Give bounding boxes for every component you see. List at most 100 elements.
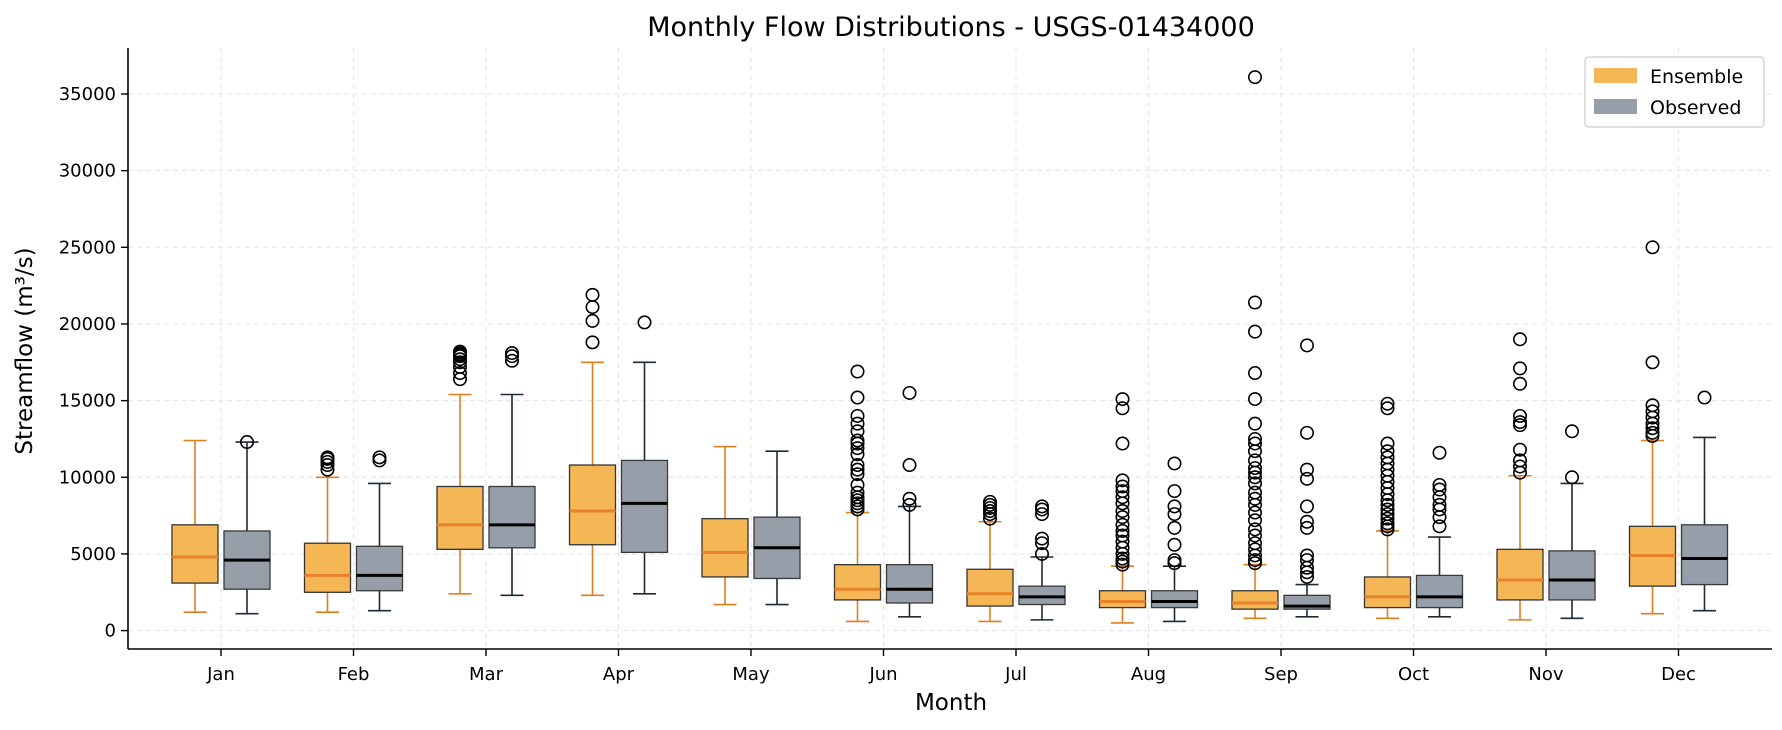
outlier-point bbox=[850, 458, 865, 473]
outlier-point bbox=[1565, 470, 1580, 485]
axes bbox=[127, 48, 1772, 650]
outlier-point bbox=[1300, 499, 1315, 514]
outlier-point bbox=[1248, 295, 1263, 310]
y-tick-label: 10000 bbox=[59, 467, 116, 488]
outlier-point bbox=[982, 511, 997, 526]
box-ensemble-may bbox=[701, 445, 749, 606]
box-body bbox=[1548, 550, 1596, 601]
box-observed-dec bbox=[1680, 390, 1729, 612]
outlier-point bbox=[1248, 324, 1263, 339]
box-observed-aug bbox=[1150, 456, 1199, 623]
legend-label-ensemble: Ensemble bbox=[1650, 66, 1743, 88]
outlier-point bbox=[1035, 536, 1050, 551]
x-tick-label: Apr bbox=[603, 664, 635, 685]
outlier-point bbox=[850, 441, 865, 456]
outlier-point bbox=[1300, 548, 1315, 563]
outlier-point bbox=[1035, 499, 1050, 514]
outlier-point bbox=[1380, 516, 1395, 531]
chart-title: Monthly Flow Distributions - USGS-014340… bbox=[647, 12, 1255, 43]
outlier-point bbox=[372, 450, 387, 465]
outlier-point bbox=[1115, 510, 1130, 525]
y-tick-label: 30000 bbox=[59, 161, 116, 182]
outlier-point bbox=[1645, 240, 1660, 255]
outlier-point bbox=[1380, 450, 1395, 465]
outlier-point bbox=[1167, 537, 1182, 552]
outlier-point bbox=[1380, 436, 1395, 451]
box-body bbox=[833, 564, 882, 601]
box-observed-jan bbox=[223, 435, 271, 615]
x-tick-label: Aug bbox=[1131, 664, 1166, 685]
outlier-point bbox=[585, 287, 600, 302]
outlier-point bbox=[1035, 531, 1050, 546]
outlier-point bbox=[1300, 471, 1315, 486]
y-tick-label: 5000 bbox=[70, 544, 116, 565]
outlier-point bbox=[1645, 404, 1660, 419]
outlier-point bbox=[1380, 401, 1395, 416]
outlier-point bbox=[504, 353, 519, 368]
y-tick-label: 15000 bbox=[59, 391, 116, 412]
box-plots bbox=[171, 70, 1729, 624]
outlier-point bbox=[320, 450, 335, 465]
legend: Ensemble Observed bbox=[1584, 56, 1765, 128]
outlier-point bbox=[1115, 436, 1130, 451]
box-body bbox=[620, 459, 669, 554]
x-tick-label: Jul bbox=[1004, 664, 1027, 685]
outlier-point bbox=[1167, 484, 1182, 499]
outlier-point bbox=[1167, 456, 1182, 471]
outlier-point bbox=[637, 315, 652, 330]
outlier-point bbox=[504, 346, 519, 361]
outlier-point bbox=[1115, 401, 1130, 416]
outlier-point bbox=[1300, 462, 1315, 477]
box-body bbox=[1150, 590, 1199, 609]
x-ticks: Jan Feb Mar Apr May Jun Jul Aug Sep Oct Nov Dec bbox=[206, 649, 1696, 685]
y-axis-label: Streamflow (m³/s) bbox=[12, 247, 38, 454]
outlier-point bbox=[585, 335, 600, 350]
outlier-point bbox=[1248, 491, 1263, 506]
outlier-point bbox=[1645, 425, 1660, 440]
outlier-point bbox=[1645, 398, 1660, 413]
box-body bbox=[488, 485, 536, 549]
outlier-point bbox=[1248, 542, 1263, 557]
outlier-point bbox=[1697, 390, 1712, 405]
legend-label-observed: Observed bbox=[1650, 97, 1741, 119]
box-body bbox=[303, 542, 352, 593]
outlier-point bbox=[1513, 415, 1528, 430]
outlier-point bbox=[240, 435, 255, 450]
x-tick-label: May bbox=[732, 664, 770, 685]
outlier-point bbox=[1432, 477, 1447, 492]
box-body bbox=[966, 568, 1014, 607]
outlier-point bbox=[1300, 425, 1315, 440]
outlier-point bbox=[1300, 338, 1315, 353]
box-ensemble-apr bbox=[568, 287, 617, 597]
outlier-point bbox=[1513, 408, 1528, 423]
outlier-point bbox=[1115, 517, 1130, 532]
box-observed-may bbox=[753, 450, 801, 606]
outlier-point bbox=[1513, 442, 1528, 457]
box-observed-jun bbox=[885, 385, 934, 618]
outlier-point bbox=[1513, 361, 1528, 376]
box-body bbox=[1496, 548, 1544, 601]
outlier-point bbox=[452, 344, 467, 359]
outlier-point bbox=[1115, 490, 1130, 505]
outlier-point bbox=[1167, 499, 1182, 514]
y-tick-label: 25000 bbox=[59, 237, 116, 258]
outlier-point bbox=[1248, 453, 1263, 468]
outlier-point bbox=[1248, 505, 1263, 520]
outlier-point bbox=[1035, 546, 1050, 561]
box-ensemble-feb bbox=[303, 450, 352, 614]
outlier-point bbox=[1167, 520, 1182, 535]
outlier-point bbox=[850, 467, 865, 482]
box-observed-nov bbox=[1548, 424, 1596, 620]
box-ensemble-jan bbox=[171, 439, 219, 614]
outlier-point bbox=[1167, 553, 1182, 568]
outlier-point bbox=[850, 433, 865, 448]
outlier-point bbox=[1248, 513, 1263, 528]
outlier-point bbox=[1513, 459, 1528, 474]
outlier-point bbox=[902, 491, 917, 506]
y-tick-label: 35000 bbox=[59, 84, 116, 105]
outlier-point bbox=[1248, 485, 1263, 500]
outlier-point bbox=[850, 408, 865, 423]
outlier-point bbox=[1248, 528, 1263, 543]
outlier-point bbox=[1380, 502, 1395, 517]
box-body bbox=[1363, 576, 1412, 609]
